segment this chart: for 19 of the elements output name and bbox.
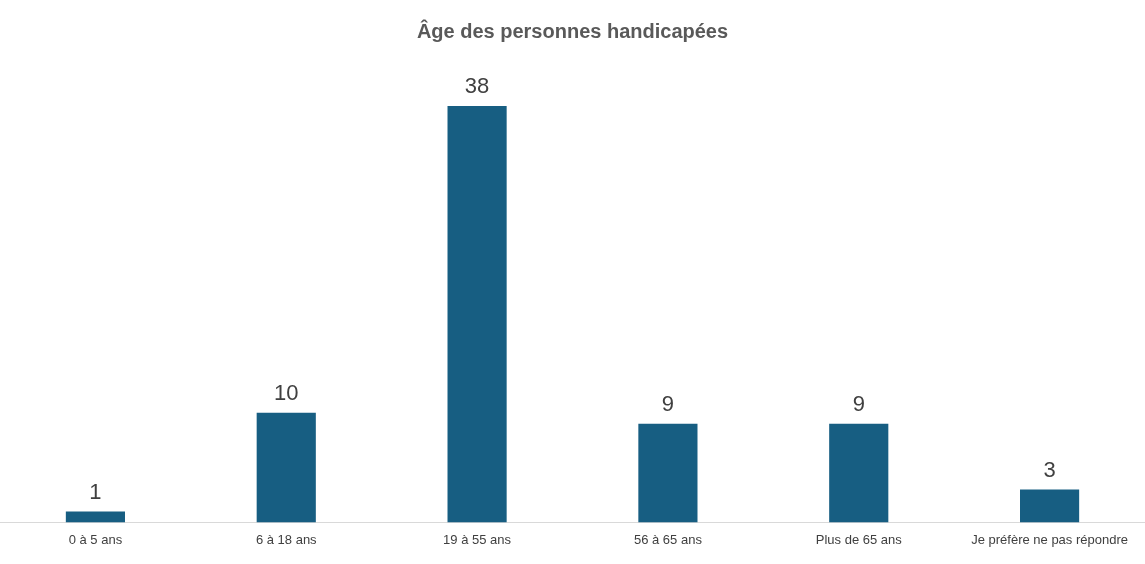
- bar: [638, 423, 698, 523]
- bar: [447, 105, 507, 523]
- chart-title: Âge des personnes handicapées: [416, 18, 729, 42]
- data-label: 9: [661, 390, 675, 416]
- x-tick-label: 6 à 18 ans: [255, 531, 318, 547]
- bar: [256, 412, 316, 523]
- bar: [829, 423, 889, 523]
- data-label: 9: [852, 390, 865, 416]
- bar: [65, 511, 125, 523]
- data-label: 38: [464, 72, 490, 98]
- x-tick-label: 0 à 5 ans: [68, 531, 123, 547]
- data-label: 3: [1043, 456, 1056, 482]
- x-tick-label: 56 à 65 ans: [633, 531, 703, 547]
- bar: [1020, 489, 1080, 523]
- x-tick-label: 19 à 55 ans: [443, 531, 512, 547]
- data-label: 1: [89, 478, 102, 504]
- data-label: 10: [274, 379, 299, 405]
- x-tick-label: Je préfère ne pas répondre: [971, 531, 1128, 547]
- x-tick-label: Plus de 65 ans: [815, 531, 903, 547]
